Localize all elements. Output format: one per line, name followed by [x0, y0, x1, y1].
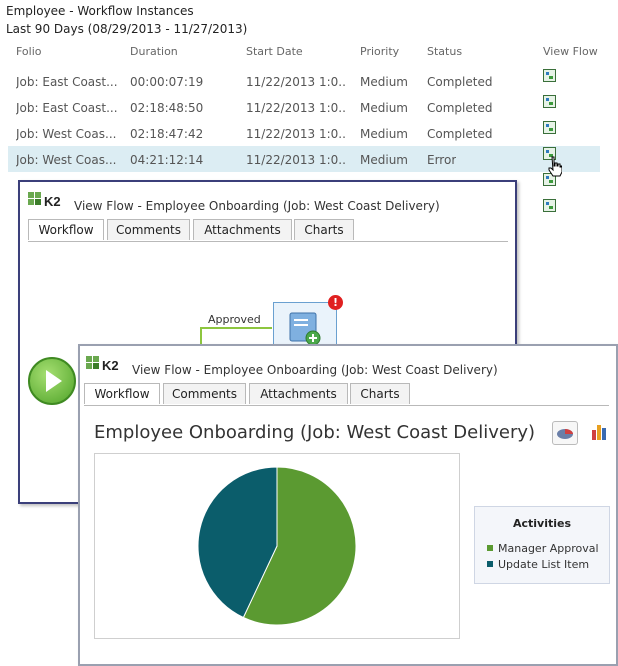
view-flow-icon[interactable]: [543, 69, 556, 82]
tab-bar: Workflow Comments Attachments Charts: [28, 219, 508, 241]
cell-folio: Job: West Coas...: [16, 127, 117, 141]
legend-label: Update List Item: [498, 558, 590, 571]
column-header-folio[interactable]: Folio: [16, 45, 42, 58]
connector-line: [200, 327, 272, 329]
cell-status: Error: [427, 153, 457, 167]
window-title: View Flow - Employee Onboarding (Job: We…: [132, 363, 498, 377]
approved-label: Approved: [208, 313, 261, 326]
view-flow-icon[interactable]: [543, 199, 556, 212]
column-header-duration[interactable]: Duration: [130, 45, 178, 58]
pie-chart-svg: [197, 466, 357, 626]
cell-priority: Medium: [360, 75, 408, 89]
cell-status: Completed: [427, 127, 493, 141]
workflow-instances-grid: Folio Duration Start Date Priority Statu…: [8, 42, 600, 172]
legend-item: Update List Item: [487, 558, 589, 571]
table-row-selected[interactable]: Job: West Coas... 04:21:12:14 11/22/2013…: [8, 146, 600, 172]
table-row[interactable]: Job: East Coast... 02:18:48:50 11/22/201…: [8, 94, 600, 120]
tab-bar: Workflow Comments Attachments Charts: [84, 383, 609, 405]
cell-folio: Job: East Coast...: [16, 75, 118, 89]
cell-priority: Medium: [360, 127, 408, 141]
cell-folio: Job: West Coas...: [16, 153, 117, 167]
cell-priority: Medium: [360, 101, 408, 115]
chart-legend: Activities Manager Approval Update List …: [474, 506, 610, 584]
legend-swatch: [487, 561, 493, 567]
tab-comments[interactable]: Comments: [163, 383, 246, 404]
k2-logo: K2: [28, 192, 72, 212]
activity-node[interactable]: [273, 302, 337, 352]
cell-duration: 00:00:07:19: [130, 75, 204, 89]
pie-slice-manager-approval[interactable]: [242, 466, 357, 626]
tab-attachments[interactable]: Attachments: [193, 219, 292, 240]
bar-chart-icon: [592, 425, 606, 440]
chart-heading: Employee Onboarding (Job: West Coast Del…: [94, 422, 536, 443]
tab-attachments[interactable]: Attachments: [249, 383, 348, 404]
page-title: Employee - Workflow Instances: [6, 4, 194, 18]
date-range: Last 90 Days (08/29/2013 - 11/27/2013): [6, 22, 248, 36]
pie-slice-update-list-item[interactable]: [197, 466, 278, 619]
view-flow-icon[interactable]: [543, 121, 556, 134]
legend-swatch: [487, 545, 493, 551]
tab-charts[interactable]: Charts: [350, 383, 410, 404]
cell-duration: 02:18:48:50: [130, 101, 204, 115]
legend-title: Activities: [512, 517, 572, 530]
column-header-start-date[interactable]: Start Date: [246, 45, 303, 58]
cell-folio: Job: East Coast...: [16, 101, 118, 115]
cell-status: Completed: [427, 75, 493, 89]
column-header-status[interactable]: Status: [427, 45, 463, 58]
cell-duration: 02:18:47:42: [130, 127, 204, 141]
folder-add-icon: [289, 312, 321, 346]
grid-header: Folio Duration Start Date Priority Statu…: [8, 42, 600, 68]
cell-duration: 04:21:12:14: [130, 153, 204, 167]
tab-workflow[interactable]: Workflow: [84, 383, 160, 404]
cell-start-date: 11/22/2013 1:0...: [246, 153, 346, 167]
pie-chart-icon: [557, 429, 573, 439]
cell-start-date: 11/22/2013 1:0...: [246, 101, 346, 115]
table-row[interactable]: Job: East Coast... 00:00:07:19 11/22/201…: [8, 68, 600, 94]
tab-workflow[interactable]: Workflow: [28, 219, 104, 240]
cell-status: Completed: [427, 101, 493, 115]
hand-cursor-icon: [548, 156, 562, 177]
connector-line: [200, 327, 202, 347]
column-header-view-flow[interactable]: View Flow: [543, 45, 598, 58]
pie-chart: [94, 453, 460, 639]
column-header-priority[interactable]: Priority: [360, 45, 400, 58]
window-title: View Flow - Employee Onboarding (Job: We…: [74, 199, 440, 213]
bar-chart-button[interactable]: [588, 421, 612, 443]
table-row[interactable]: Job: West Coas... 02:18:47:42 11/22/2013…: [8, 120, 600, 146]
tab-comments[interactable]: Comments: [107, 219, 190, 240]
cell-start-date: 11/22/2013 1:0...: [246, 75, 346, 89]
tab-charts[interactable]: Charts: [294, 219, 354, 240]
error-icon: !: [328, 295, 343, 310]
view-flow-window-charts: K2 View Flow - Employee Onboarding (Job:…: [78, 344, 618, 666]
cell-priority: Medium: [360, 153, 408, 167]
legend-item: Manager Approval: [487, 542, 599, 555]
pie-chart-button[interactable]: [552, 421, 578, 445]
cell-start-date: 11/22/2013 1:0...: [246, 127, 346, 141]
view-flow-icon[interactable]: [543, 95, 556, 108]
legend-label: Manager Approval: [498, 542, 599, 555]
k2-logo: K2: [86, 356, 130, 376]
start-play-icon[interactable]: [28, 357, 76, 405]
